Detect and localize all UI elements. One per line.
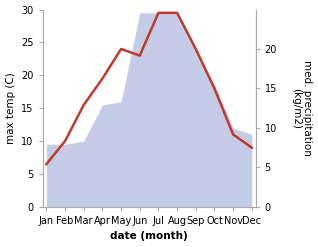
X-axis label: date (month): date (month)	[110, 231, 188, 242]
Y-axis label: max temp (C): max temp (C)	[5, 72, 16, 144]
Y-axis label: med. precipitation
(kg/m2): med. precipitation (kg/m2)	[291, 60, 313, 156]
